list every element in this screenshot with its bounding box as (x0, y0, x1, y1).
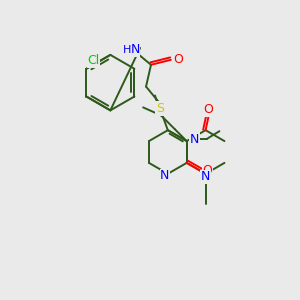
Text: O: O (202, 164, 212, 177)
Text: N: N (190, 133, 199, 146)
Text: N: N (201, 170, 210, 183)
Text: O: O (173, 53, 183, 66)
Text: N: N (160, 169, 170, 182)
Text: Cl: Cl (87, 54, 99, 67)
Text: H: H (123, 45, 131, 55)
Text: O: O (204, 103, 214, 116)
Text: N: N (130, 44, 140, 56)
Text: S: S (156, 102, 164, 115)
